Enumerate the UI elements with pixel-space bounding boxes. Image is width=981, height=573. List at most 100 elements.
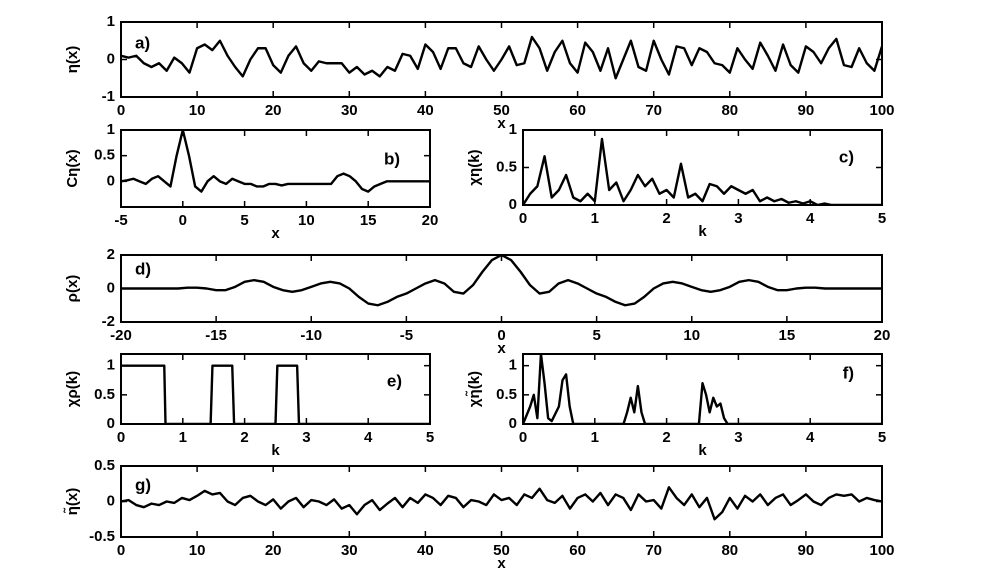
- x-tick-label: 90: [798, 102, 815, 119]
- x-tick-label: 0: [117, 429, 125, 446]
- x-tick-label: 15: [360, 212, 377, 229]
- x-tick-label: 60: [569, 542, 586, 559]
- plot-frame: [120, 353, 431, 425]
- x-tick-label: 20: [265, 102, 282, 119]
- x-tick-label: 15: [779, 327, 796, 344]
- panel-label: b): [384, 149, 400, 168]
- x-tick-label: 100: [869, 102, 894, 119]
- x-tick-label: 80: [721, 102, 738, 119]
- x-tick-label: 20: [265, 542, 282, 559]
- plot-frame: [120, 254, 883, 323]
- x-tick-label: 2: [662, 429, 670, 446]
- x-tick-label: 5: [592, 327, 600, 344]
- x-tick-label: 5: [878, 429, 886, 446]
- x-tick-label: 0: [519, 210, 527, 227]
- y-tick-label: -0.5: [89, 528, 115, 545]
- x-tick-label: 80: [721, 542, 738, 559]
- x-tick-label: 5: [426, 429, 434, 446]
- panel-label: f): [843, 363, 854, 382]
- x-tick-label: 0: [497, 327, 505, 344]
- x-axis-label: k: [271, 442, 280, 459]
- x-tick-label: 20: [874, 327, 891, 344]
- x-tick-label: 0: [519, 429, 527, 446]
- x-tick-label: 2: [662, 210, 670, 227]
- x-tick-label: 1: [591, 429, 599, 446]
- data-line: [523, 354, 882, 424]
- x-tick-label: 50: [493, 542, 510, 559]
- plot-frame: [120, 465, 883, 538]
- y-axis-label: χη̃(k): [465, 371, 483, 407]
- x-tick-label: 3: [302, 429, 310, 446]
- panel-label: c): [839, 147, 854, 166]
- x-tick-label: 10: [189, 542, 206, 559]
- panel-label: g): [135, 475, 151, 494]
- x-tick-label: 90: [798, 542, 815, 559]
- data-line: [121, 35, 882, 80]
- y-tick-label: 0.5: [94, 147, 115, 164]
- y-tick-label: 0.5: [496, 386, 517, 403]
- x-tick-label: 5: [240, 212, 248, 229]
- x-tick-label: 3: [734, 429, 742, 446]
- data-line: [523, 137, 882, 205]
- y-tick-label: 1: [107, 357, 115, 374]
- y-axis-label: ρ(x): [64, 275, 81, 303]
- y-tick-label: 0: [107, 415, 115, 432]
- panel-label: d): [135, 259, 151, 278]
- data-line: [121, 130, 430, 193]
- x-axis-label: k: [698, 223, 707, 240]
- y-tick-label: 0: [509, 415, 517, 432]
- x-tick-label: 40: [417, 102, 434, 119]
- x-tick-label: -15: [205, 327, 227, 344]
- x-tick-label: 10: [189, 102, 206, 119]
- x-axis-label: x: [497, 340, 506, 357]
- x-tick-label: -5: [400, 327, 413, 344]
- y-axis-label: Cη(x): [64, 149, 81, 187]
- y-axis-label: η̃(x): [63, 488, 81, 516]
- x-tick-label: 0: [179, 212, 187, 229]
- x-tick-label: -10: [300, 327, 322, 344]
- y-tick-label: 2: [107, 246, 115, 263]
- x-tick-label: 4: [806, 429, 815, 446]
- y-tick-label: 0: [509, 196, 517, 213]
- y-axis-label: η(x): [64, 46, 81, 74]
- y-tick-label: -1: [102, 88, 115, 105]
- x-tick-label: 4: [364, 429, 373, 446]
- x-tick-label: -5: [114, 212, 127, 229]
- x-tick-label: 70: [645, 102, 662, 119]
- x-tick-label: 100: [869, 542, 894, 559]
- plot-frame: [522, 129, 883, 206]
- x-tick-label: 70: [645, 542, 662, 559]
- x-tick-label: 1: [591, 210, 599, 227]
- y-tick-label: 1: [107, 13, 115, 30]
- y-tick-label: 0: [107, 279, 115, 296]
- x-tick-label: 10: [683, 327, 700, 344]
- x-tick-label: 30: [341, 542, 358, 559]
- data-line: [121, 364, 430, 424]
- x-tick-label: -20: [110, 327, 132, 344]
- x-tick-label: 5: [878, 210, 886, 227]
- data-line: [121, 255, 882, 307]
- plot-frame: [522, 353, 883, 425]
- x-axis-label: x: [497, 115, 506, 132]
- x-axis-label: x: [271, 225, 280, 242]
- plot-frame: [120, 129, 431, 208]
- y-tick-label: 0: [107, 172, 115, 189]
- x-tick-label: 3: [734, 210, 742, 227]
- x-tick-label: 50: [493, 102, 510, 119]
- y-tick-label: 0: [107, 492, 115, 509]
- x-tick-label: 10: [298, 212, 315, 229]
- x-tick-label: 0: [117, 542, 125, 559]
- x-tick-label: 1: [179, 429, 187, 446]
- x-tick-label: 2: [240, 429, 248, 446]
- y-tick-label: 1: [509, 121, 517, 138]
- x-axis-label: k: [698, 442, 707, 459]
- x-tick-label: 60: [569, 102, 586, 119]
- data-line: [121, 486, 882, 521]
- x-tick-label: 30: [341, 102, 358, 119]
- y-tick-label: 0.5: [94, 457, 115, 474]
- y-tick-label: 0: [107, 50, 115, 67]
- y-tick-label: 1: [107, 121, 115, 138]
- y-tick-label: -2: [102, 313, 115, 330]
- x-tick-label: 4: [806, 210, 815, 227]
- y-tick-label: 0.5: [496, 158, 517, 175]
